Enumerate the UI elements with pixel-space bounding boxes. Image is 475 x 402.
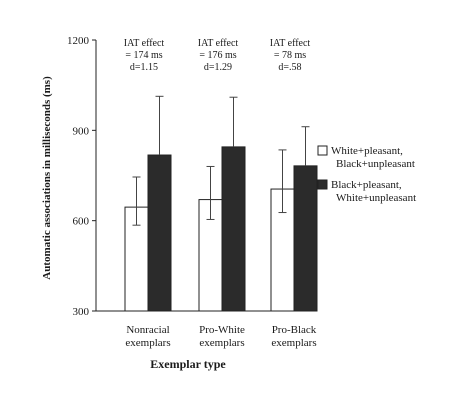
y-axis-title: Automatic associations in milliseconds (…	[41, 76, 53, 280]
x-category-label: exemplars	[271, 337, 316, 349]
x-category-label: exemplars	[125, 337, 170, 349]
legend-label: Black+pleasant,	[331, 179, 402, 191]
bar	[293, 165, 318, 312]
legend-label: White+pleasant,	[331, 145, 403, 157]
legend: White+pleasant,Black+unpleasant Black+ple…	[317, 145, 416, 204]
iat-effect-annotation: = 78 ms	[274, 50, 306, 61]
iat-effect-annotation: = 176 ms	[199, 50, 236, 61]
bar	[221, 146, 246, 312]
bar	[147, 154, 172, 312]
y-tick-label: 600	[73, 216, 90, 228]
iat-effect-annotation: d=1.29	[204, 62, 232, 73]
iat-effect-annotation: d=.58	[278, 62, 301, 73]
legend-swatch	[317, 179, 328, 190]
x-axis-title: Exemplar type	[150, 357, 226, 371]
iat-effect-annotation: IAT effect	[270, 38, 311, 49]
legend-label: Black+unpleasant	[336, 158, 415, 170]
y-tick-label: 900	[73, 125, 90, 137]
iat-effect-annotation: = 174 ms	[125, 50, 162, 61]
iat-effect-annotation: IAT effect	[198, 38, 239, 49]
iat-effect-annotation: d=1.15	[130, 62, 158, 73]
x-category-label: Pro-White	[199, 324, 245, 336]
iat-effect-annotation: IAT effect	[124, 38, 165, 49]
y-tick-label: 300	[73, 306, 90, 318]
x-category-label: Pro-Black	[272, 324, 317, 336]
y-tick-label: 1200	[67, 35, 90, 47]
legend-swatch	[317, 145, 328, 156]
x-category-label: exemplars	[199, 337, 244, 349]
x-category-label: Nonracial	[126, 324, 169, 336]
legend-label: White+unpleasant	[336, 192, 416, 204]
